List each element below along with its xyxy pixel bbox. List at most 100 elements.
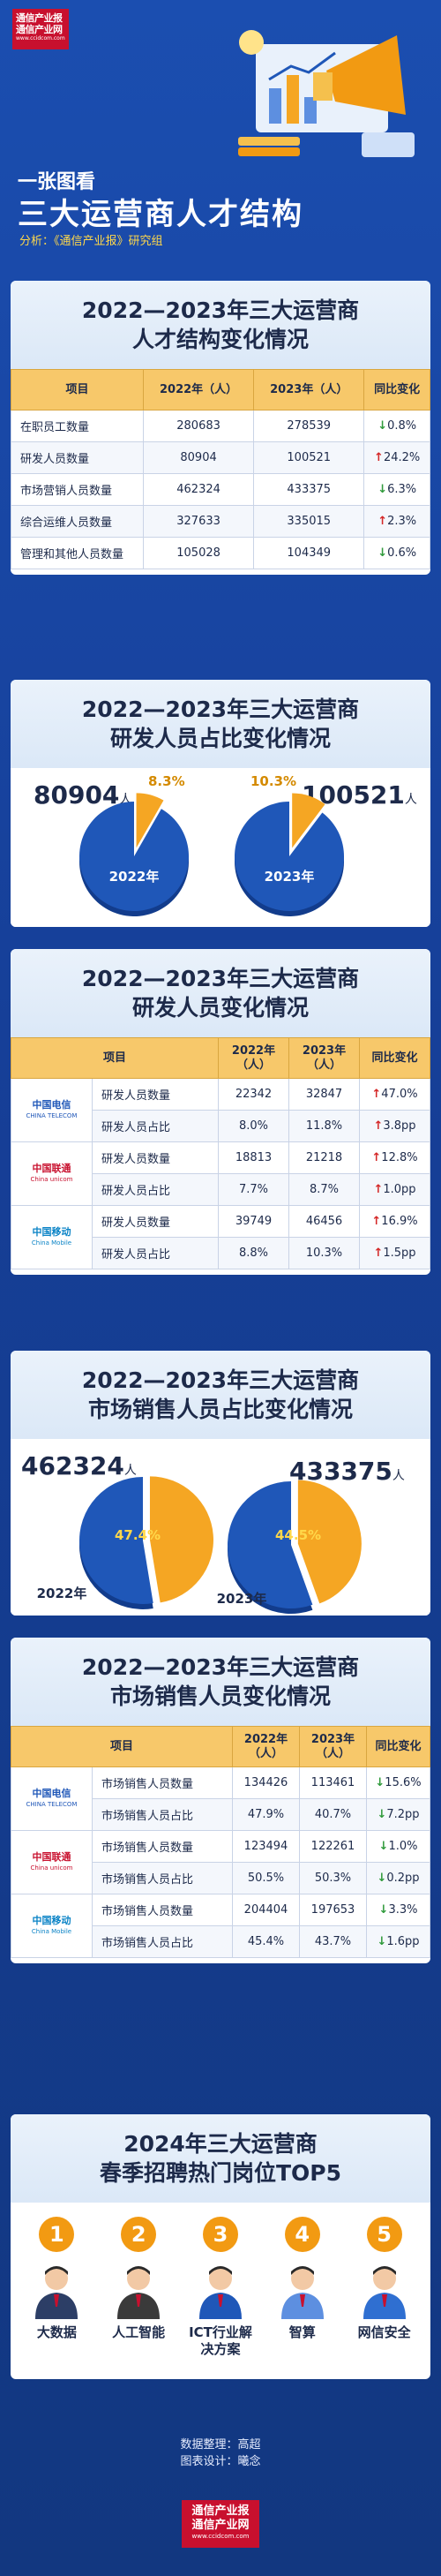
job-rank: 5: [366, 2217, 402, 2252]
row-2022: 7.7%: [218, 1173, 289, 1206]
table-row: 研发人员占比 7.7% 8.7% ↑1.0pp: [11, 1173, 430, 1206]
table-row: 中国移动 China Mobile 研发人员数量 39749 46456 ↑16.9%: [11, 1205, 430, 1269]
row-item: 研发人员占比: [92, 1110, 219, 1142]
row-item: 市场销售人员数量: [92, 1894, 233, 1926]
footer-logo-line1: 通信产业报: [191, 2504, 250, 2518]
change-value: 3.8pp: [383, 1119, 416, 1133]
megaphone-illustration: [238, 30, 415, 157]
section-talent-structure: 2022—2023年三大运营商 人才结构变化情况 项目 2022年（人） 202…: [11, 281, 430, 575]
change-value: 16.9%: [381, 1215, 418, 1228]
arrow-down-icon: ↓: [377, 1808, 387, 1821]
publisher-logo: 通信产业报 通信产业网 www.ccidcom.com: [12, 9, 69, 49]
job-name: 人工智能: [112, 2324, 166, 2340]
job-name: 智算: [288, 2324, 316, 2340]
table-row: 市场销售人员占比 50.5% 50.3% ↓0.2pp: [11, 1862, 430, 1894]
row-change: ↑24.2%: [363, 441, 430, 474]
col-header-item: 项目: [11, 1037, 219, 1079]
row-change: ↓15.6%: [366, 1766, 430, 1799]
top5-job-list: 1 大数据 2 人工智能 3 ICT行业解决方案 4 智算 5 网信安全: [11, 2203, 430, 2379]
row-2022: 8.8%: [218, 1237, 289, 1269]
brand-cell: 中国移动 China Mobile: [11, 1894, 93, 1958]
arrow-up-icon: ↑: [371, 1088, 382, 1101]
arrow-down-icon: ↓: [378, 1840, 389, 1853]
table-row: 研发人员占比 8.8% 10.3% ↑1.5pp: [11, 1237, 430, 1269]
arrow-up-icon: ↑: [377, 515, 388, 528]
person-icon: [363, 2266, 406, 2319]
rd-share-pies: 80904人 100521人 8.3% 10.3% 2022年 2023年: [11, 768, 430, 927]
row-change: ↓0.8%: [363, 410, 430, 442]
row-2022: 80904: [142, 441, 255, 474]
row-change: ↑1.0pp: [359, 1173, 430, 1206]
row-2022: 327633: [142, 505, 255, 538]
table-row: 中国联通 China unicom 研发人员数量 18813 21218 ↑12.8%: [11, 1141, 430, 1206]
header-kicker: 一张图看: [18, 171, 96, 193]
arrow-up-icon: ↑: [374, 451, 384, 464]
row-change: ↓0.6%: [363, 537, 430, 569]
arrow-down-icon: ↓: [377, 546, 388, 560]
table-row: 研发人员占比 8.0% 11.8% ↑3.8pp: [11, 1110, 430, 1142]
job-item: 3 ICT行业解决方案: [183, 2217, 258, 2379]
row-2023: 197653: [299, 1894, 367, 1926]
change-value: 1.0%: [388, 1840, 418, 1853]
row-2023: 104349: [253, 537, 365, 569]
change-value: 3.3%: [388, 1903, 418, 1917]
section-title-line2: 春季招聘热门岗位TOP5: [99, 2160, 342, 2186]
arrow-down-icon: ↓: [377, 483, 388, 496]
section-title: 2022—2023年三大运营商 研发人员变化情况: [11, 949, 430, 1037]
rd-2023-year: 2023年: [265, 869, 315, 885]
row-2023: 122261: [299, 1830, 367, 1863]
arrow-up-icon: ↑: [373, 1119, 384, 1133]
row-item: 市场销售人员占比: [92, 1862, 233, 1894]
row-2023: 100521: [253, 441, 365, 474]
sales-2022-pie-highlight-slice: [149, 1476, 213, 1603]
rd-2023-pie-highlight-slice: [292, 793, 325, 848]
footer-logo: 通信产业报 通信产业网 www.ccidcom.com: [182, 2500, 259, 2548]
row-2022: 39749: [218, 1205, 289, 1238]
row-2023: 11.8%: [288, 1110, 360, 1142]
row-2022: 45.4%: [232, 1925, 300, 1958]
brand-cell: 中国移动 China Mobile: [11, 1205, 93, 1269]
change-value: 6.3%: [387, 483, 417, 496]
section-title-line1: 2022—2023年三大运营商: [81, 1654, 360, 1680]
row-2022: 123494: [232, 1830, 300, 1863]
row-2022: 204404: [232, 1894, 300, 1926]
design-credit: 图表设计：曦念: [180, 2455, 261, 2468]
rd-2022-pct: 8.3%: [148, 773, 185, 789]
section-title-line2: 市场销售人员变化情况: [109, 1683, 331, 1709]
brand-cell: 中国电信 CHINA TELECOM: [11, 1766, 93, 1831]
row-2023: 10.3%: [288, 1237, 360, 1269]
section-sales-change: 2022—2023年三大运营商 市场销售人员变化情况 项目 2022年（人） 2…: [11, 1638, 430, 1963]
section-title-line2: 研发人员占比变化情况: [109, 726, 331, 751]
rd-2022-pie-rest-slice: [79, 802, 189, 911]
rd-pie-svg: 2022年 2023年: [79, 793, 344, 916]
job-rank: 3: [202, 2217, 238, 2252]
job-item: 2 人工智能: [101, 2217, 176, 2379]
brand-english: China Mobile: [31, 1927, 72, 1935]
person-icon: [117, 2266, 161, 2319]
table-row: 市场营销人员数量 462324 433375 ↓6.3%: [11, 473, 430, 506]
section-title-line2: 市场销售人员占比变化情况: [87, 1397, 353, 1422]
table-row: 市场销售人员占比 45.4% 43.7% ↓1.6pp: [11, 1925, 430, 1958]
brand-logo: 中国移动: [32, 1914, 71, 1926]
logo-line2: 通信产业网: [16, 24, 63, 35]
sales-change-table: 项目 2022年（人） 2023年（人） 同比变化 中国电信 CHINA TELE…: [11, 1726, 430, 1958]
change-value: 15.6%: [385, 1776, 422, 1789]
row-item: 市场营销人员数量: [11, 473, 144, 506]
row-item: 管理和其他人员数量: [11, 537, 144, 569]
job-rank: 2: [121, 2217, 157, 2252]
row-change: ↓3.3%: [366, 1894, 430, 1926]
col-header-change: 同比变化: [363, 369, 430, 411]
row-change: ↑47.0%: [359, 1078, 430, 1111]
col-header-change: 同比变化: [359, 1037, 430, 1079]
change-value: 47.0%: [381, 1088, 418, 1101]
row-change: ↓1.6pp: [366, 1925, 430, 1958]
row-2022: 8.0%: [218, 1110, 289, 1142]
row-item: 市场销售人员数量: [92, 1766, 233, 1799]
row-2022: 47.9%: [232, 1798, 300, 1831]
row-change: ↑16.9%: [359, 1205, 430, 1238]
job-name: ICT行业解决方案: [189, 2324, 252, 2357]
section-title-line2: 研发人员变化情况: [131, 995, 309, 1021]
section-title: 2022—2023年三大运营商 研发人员占比变化情况: [11, 680, 430, 768]
job-item: 4 智算: [265, 2217, 340, 2379]
sales-share-pies: 462324人 433375人 2022年 2023年 47.4% 44.5%: [11, 1439, 430, 1616]
